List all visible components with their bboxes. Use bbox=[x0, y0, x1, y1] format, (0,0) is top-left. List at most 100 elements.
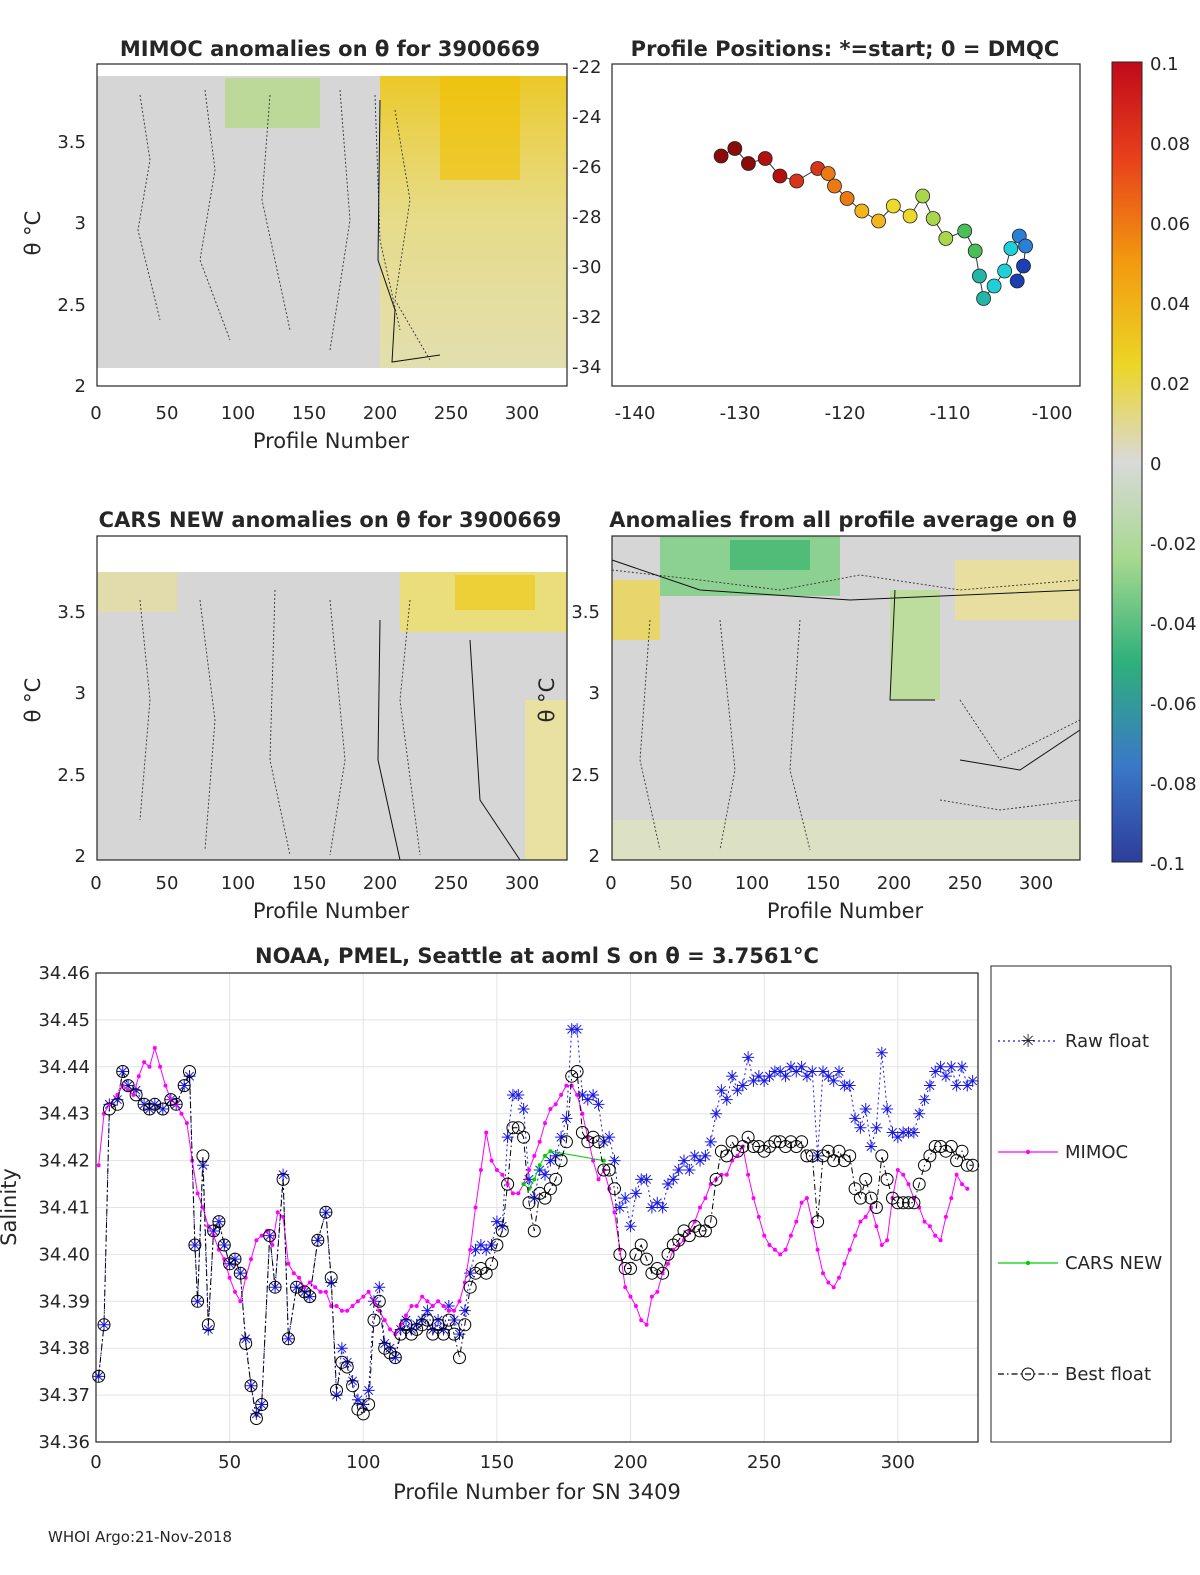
cars-xtick-100: 100 bbox=[221, 873, 255, 894]
allavg-strong-negative-patch bbox=[730, 540, 810, 570]
point-best-float bbox=[228, 1252, 242, 1266]
point-raw-float bbox=[747, 1074, 760, 1087]
track-point bbox=[713, 148, 729, 164]
point-mimoc bbox=[361, 1294, 366, 1299]
point-raw-float bbox=[790, 1065, 803, 1078]
positions-xtick--140: -140 bbox=[615, 403, 656, 424]
cars-ytick-2.5: 2.5 bbox=[57, 765, 86, 786]
mimoc-x-ticks: 0 50 100 150 200 250 300 bbox=[90, 403, 539, 424]
salinity-ytick: 34.37 bbox=[38, 1385, 90, 1406]
point-raw-float bbox=[939, 1070, 952, 1083]
point-mimoc bbox=[96, 1163, 101, 1168]
point-best-float bbox=[848, 1182, 862, 1196]
positions-xtick--110: -110 bbox=[930, 403, 971, 424]
point-raw-float bbox=[138, 1098, 151, 1111]
point-mimoc bbox=[879, 1243, 884, 1247]
positions-y-ticks: -22 -24 -26 -28 -30 -32 -34 bbox=[572, 57, 601, 378]
point-raw-float bbox=[378, 1337, 391, 1350]
colorbar-tick-0.02: 0.02 bbox=[1150, 374, 1190, 395]
colorbar-tick--0.06: -0.06 bbox=[1150, 694, 1197, 715]
positions-panel-title: Profile Positions: *=start; 0 = DMQC bbox=[631, 37, 1060, 61]
cars-y-ticks: 2 2.5 3 3.5 bbox=[57, 602, 86, 867]
point-best-float bbox=[853, 1191, 867, 1205]
point-mimoc bbox=[510, 1191, 515, 1196]
point-mimoc bbox=[633, 1304, 638, 1308]
salinity-axes bbox=[95, 972, 979, 1443]
salinity-ytick: 34.38 bbox=[38, 1338, 90, 1359]
point-mimoc bbox=[297, 1275, 302, 1280]
point-best-float bbox=[191, 1294, 205, 1308]
cars-ytick-3: 3 bbox=[75, 683, 86, 704]
mimoc-ytick-3: 3 bbox=[75, 213, 86, 234]
point-raw-float bbox=[800, 1070, 813, 1083]
point-mimoc bbox=[826, 1280, 831, 1285]
point-best-float bbox=[490, 1238, 504, 1252]
point-raw-float bbox=[351, 1393, 364, 1406]
point-raw-float bbox=[571, 1023, 584, 1036]
point-raw-float bbox=[218, 1239, 231, 1252]
point-raw-float bbox=[608, 1154, 621, 1167]
point-raw-float bbox=[683, 1163, 696, 1176]
point-best-float bbox=[725, 1135, 739, 1149]
point-mimoc bbox=[136, 1074, 141, 1079]
point-best-float bbox=[495, 1224, 509, 1238]
point-raw-float bbox=[362, 1384, 375, 1397]
point-mimoc bbox=[783, 1247, 788, 1252]
colorbar: 0.1 0.08 0.06 0.04 0.02 0 -0.02 -0.04 -0… bbox=[1111, 54, 1197, 875]
track-point bbox=[854, 203, 870, 219]
point-best-float bbox=[731, 1144, 744, 1158]
cars-xlabel: Profile Number bbox=[253, 899, 410, 923]
point-best-float bbox=[554, 1154, 568, 1168]
point-raw-float bbox=[522, 1173, 535, 1186]
track-point bbox=[902, 208, 918, 224]
point-raw-float bbox=[528, 1192, 541, 1205]
point-mimoc bbox=[724, 1172, 729, 1177]
point-mimoc bbox=[307, 1280, 312, 1285]
track-point bbox=[789, 173, 805, 189]
point-mimoc bbox=[927, 1224, 932, 1229]
point-mimoc bbox=[195, 1191, 200, 1196]
float-track bbox=[713, 141, 1033, 306]
point-mimoc bbox=[500, 1172, 505, 1177]
point-raw-float bbox=[961, 1079, 974, 1092]
point-best-float bbox=[837, 1154, 851, 1168]
point-mimoc bbox=[409, 1304, 414, 1308]
legend-item-raw-float: ✳ Raw float bbox=[998, 1031, 1149, 1052]
point-mimoc bbox=[965, 1186, 970, 1191]
point-best-float bbox=[196, 1149, 210, 1163]
positions-ytick--30: -30 bbox=[572, 257, 601, 278]
point-mimoc bbox=[152, 1046, 157, 1050]
point-mimoc bbox=[649, 1294, 654, 1299]
point-best-float bbox=[367, 1313, 381, 1327]
salinity-xtick: 100 bbox=[346, 1452, 380, 1473]
point-raw-float bbox=[335, 1342, 348, 1355]
point-raw-float bbox=[228, 1253, 241, 1266]
allavg-xtick-150: 150 bbox=[806, 873, 840, 894]
point-mimoc bbox=[339, 1308, 344, 1313]
point-best-float bbox=[896, 1196, 910, 1210]
point-mimoc bbox=[254, 1238, 259, 1243]
point-best-float bbox=[281, 1332, 295, 1346]
cars-xtick-300: 300 bbox=[505, 873, 539, 894]
point-mimoc bbox=[901, 1172, 906, 1177]
allavg-positive-anomaly-right bbox=[955, 560, 1080, 620]
point-best-float bbox=[966, 1158, 980, 1172]
salinity-xtick: 50 bbox=[218, 1452, 241, 1473]
allavg-xtick-100: 100 bbox=[735, 873, 769, 894]
point-best-float bbox=[527, 1224, 541, 1238]
point-mimoc bbox=[318, 1289, 323, 1294]
point-mimoc bbox=[821, 1271, 825, 1276]
point-mimoc bbox=[655, 1289, 660, 1294]
series-best-float bbox=[92, 1065, 980, 1425]
salinity-ytick: 34.42 bbox=[38, 1151, 90, 1172]
point-raw-float bbox=[442, 1299, 455, 1312]
point-raw-float bbox=[239, 1332, 252, 1345]
point-best-float bbox=[875, 1149, 889, 1163]
point-mimoc bbox=[441, 1304, 446, 1308]
cars-xtick-50: 50 bbox=[156, 873, 179, 894]
point-raw-float bbox=[282, 1332, 295, 1345]
salinity-chart-title: NOAA, PMEL, Seattle at aoml S on θ = 3.7… bbox=[255, 944, 819, 968]
point-raw-float bbox=[886, 1126, 899, 1139]
point-best-float bbox=[944, 1140, 958, 1153]
